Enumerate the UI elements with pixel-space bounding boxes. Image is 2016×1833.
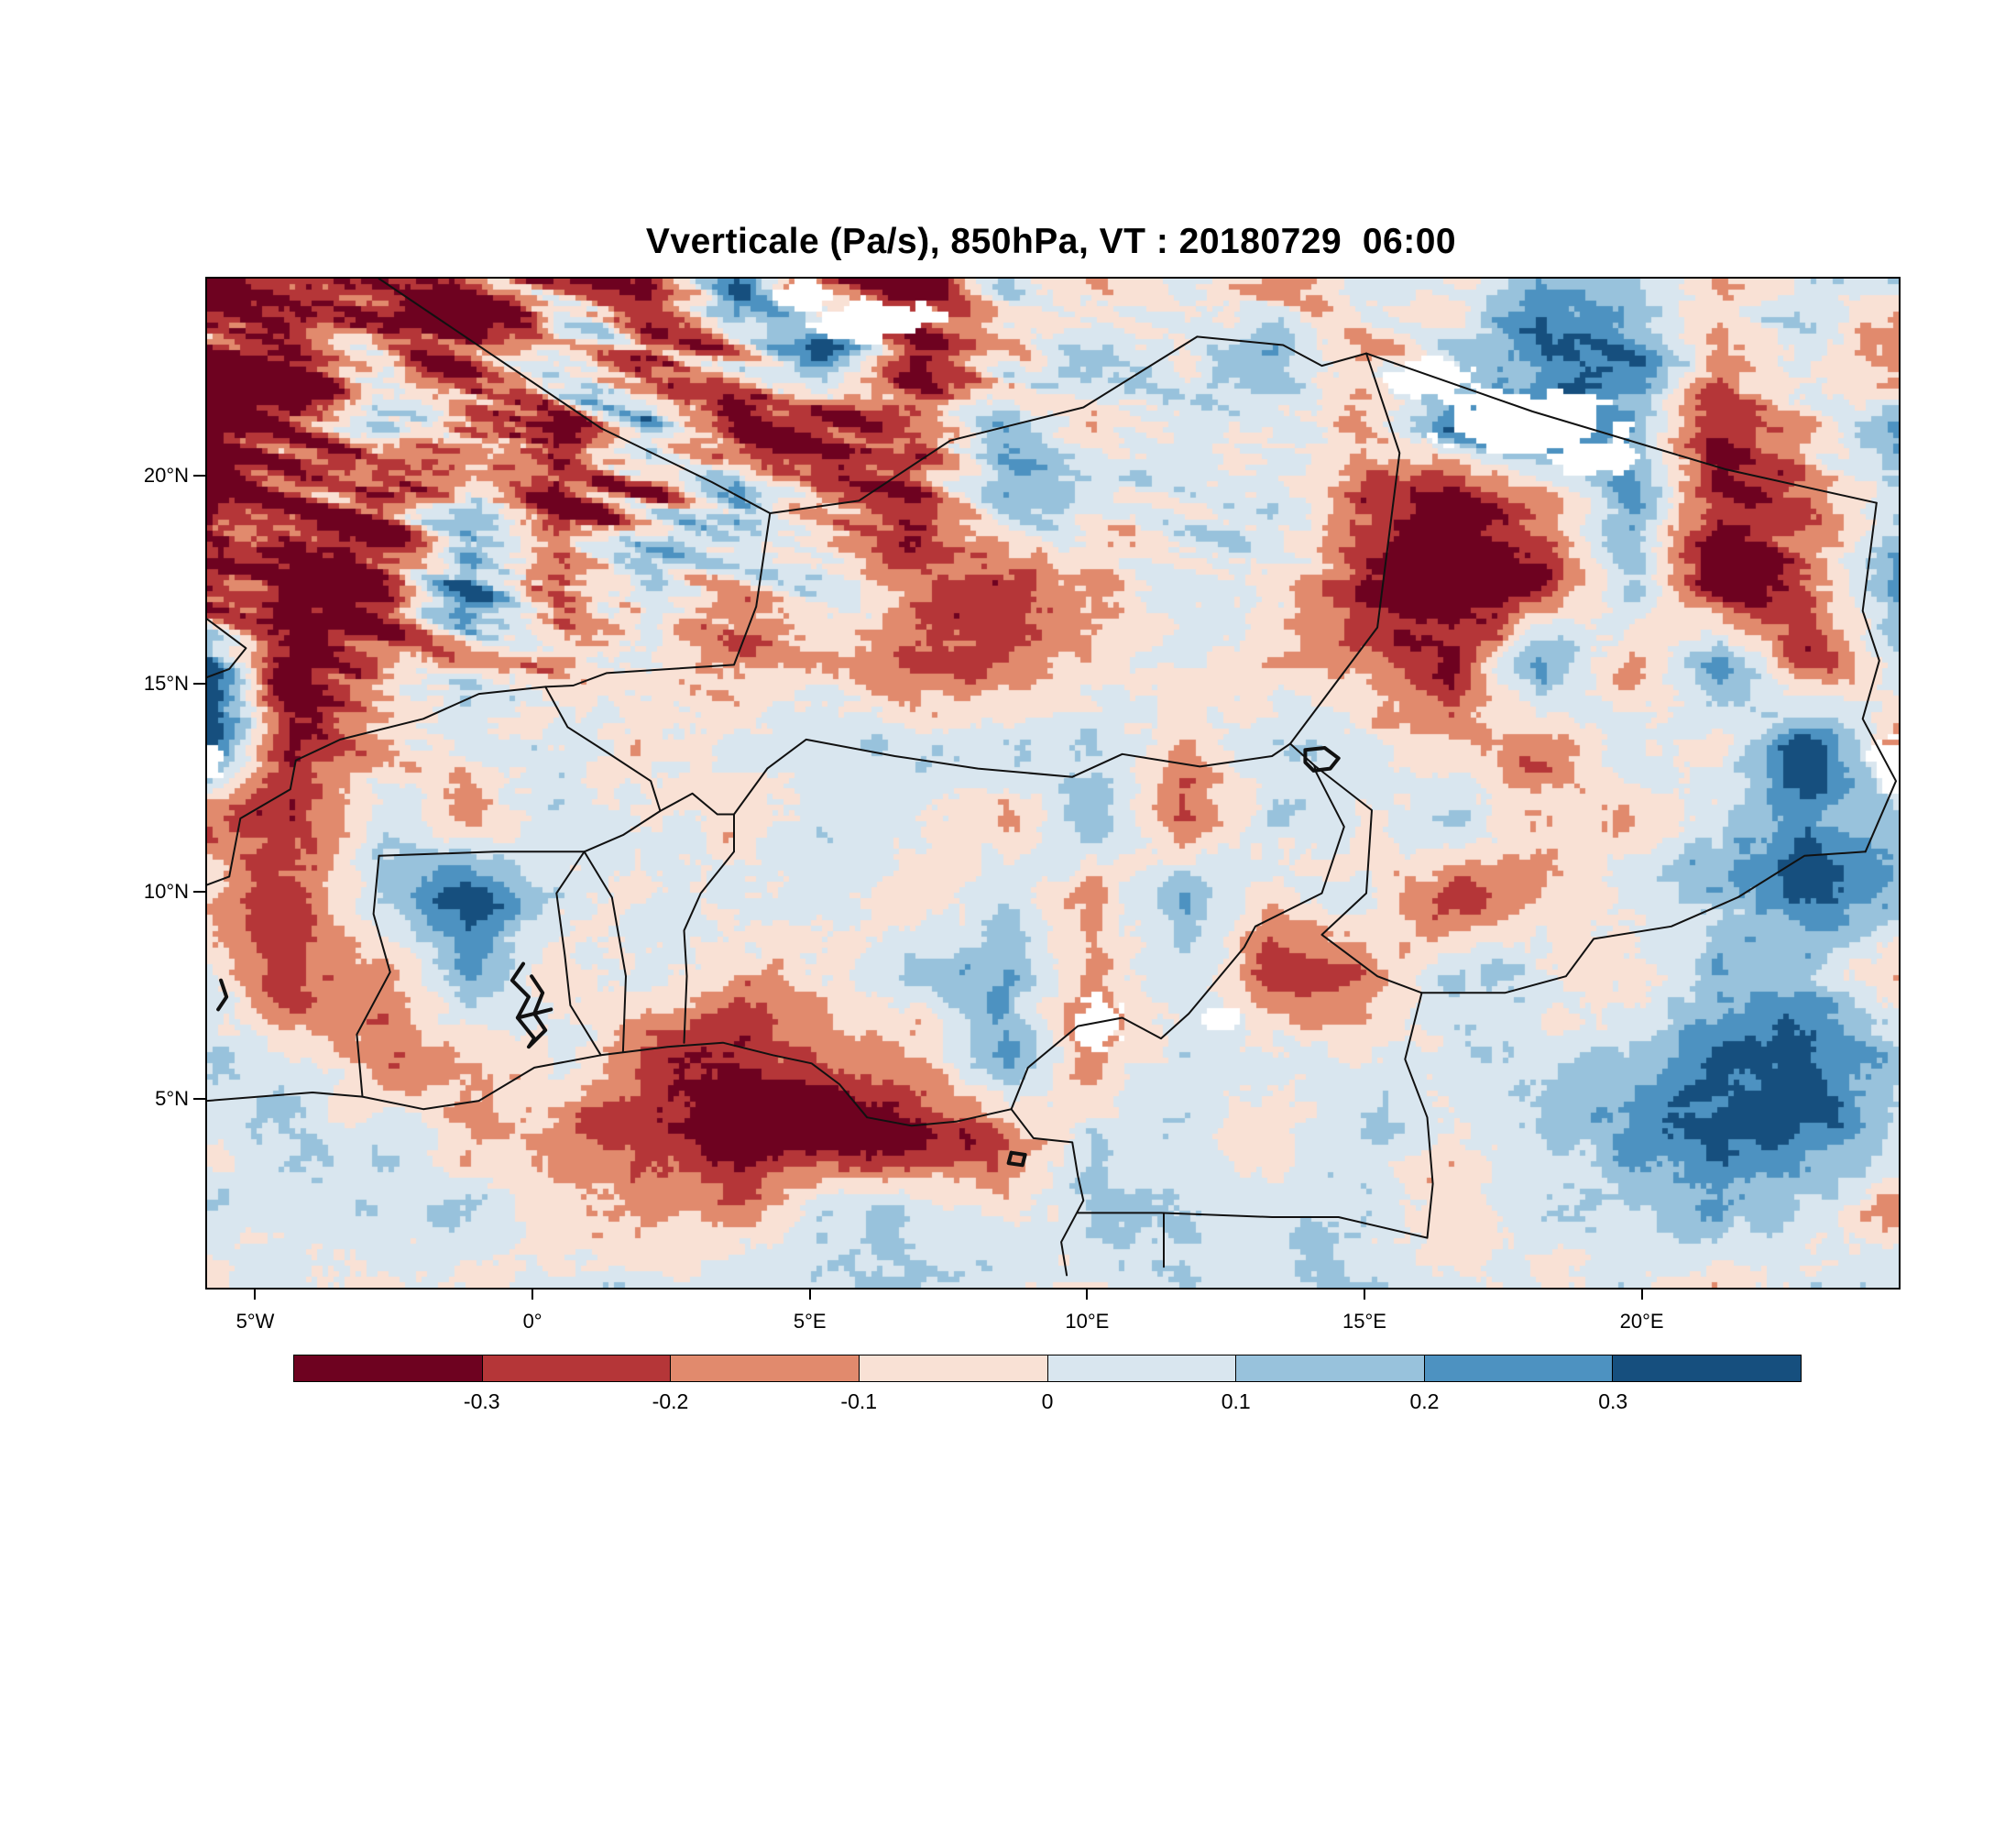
country-border-ghana-north (378, 851, 586, 857)
lat-tick-15°N (193, 683, 205, 686)
country-border-mali-niger (544, 512, 772, 688)
vertical-velocity-field-canvas (207, 279, 1899, 1288)
lon-tick-0° (531, 1288, 534, 1300)
map-plot-area (205, 277, 1901, 1290)
lon-tick-label: 15°E (1342, 1310, 1386, 1333)
colorbar-tick-label: -0.2 (652, 1389, 689, 1413)
country-border-cameroon-south (1077, 1212, 1429, 1239)
country-border-ghana-togo (555, 851, 602, 1057)
country-border-chad-cameroon (1313, 764, 1423, 994)
map-title: Vverticale (Pa/s), 850hPa, VT : 20180729… (645, 222, 1457, 261)
lon-tick-10°E (1086, 1288, 1089, 1300)
lake-lake-volta (509, 961, 548, 1049)
colorbar-swatch-3 (858, 1355, 1048, 1382)
lon-tick-15°E (1363, 1288, 1365, 1300)
lon-tick-5°E (808, 1288, 811, 1300)
colorbar (293, 1355, 1802, 1382)
colorbar-tick-label: -0.1 (840, 1389, 878, 1413)
colorbar-tick-label: 0.1 (1221, 1389, 1251, 1413)
country-border-niger-nigeria (733, 738, 1291, 816)
colorbar-swatch-7 (1612, 1355, 1802, 1382)
country-border-cameroon-car (1404, 992, 1434, 1239)
colorbar-tick-label: 0.3 (1598, 1389, 1628, 1413)
country-border-mali-algeria (378, 279, 772, 514)
country-borders-overlay (207, 279, 1897, 1277)
country-border-ghana-west (356, 854, 391, 1098)
lake-lake-volta-branch (515, 1007, 553, 1020)
lake-lake-chad-outline (1303, 746, 1341, 773)
colorbar-swatch-1 (481, 1355, 672, 1382)
country-border-mauritania-mali-west (207, 618, 247, 678)
lon-tick-label: 20°E (1619, 1310, 1664, 1333)
country-border-benin-niger (659, 792, 735, 816)
colorbar-swatch-5 (1235, 1355, 1425, 1382)
country-border-niger-libya (1196, 335, 1367, 368)
country-border-coastline-gulf-of-guinea (207, 1041, 1085, 1277)
lat-tick-label: 15°N (143, 672, 189, 696)
country-border-algeria-niger (769, 335, 1199, 514)
lon-tick-5°W (254, 1288, 257, 1300)
country-border-benin-nigeria (683, 813, 735, 1044)
lon-tick-label: 5°W (236, 1310, 275, 1333)
lat-tick-label: 10°N (143, 879, 189, 903)
lon-tick-label: 0° (522, 1310, 542, 1333)
country-border-burkina-niger (544, 686, 662, 812)
lat-tick-10°N (193, 890, 205, 893)
country-border-nigeria-cameroon (1010, 772, 1345, 1111)
colorbar-tick-label: -0.3 (463, 1389, 500, 1413)
lon-tick-label: 10°E (1065, 1310, 1110, 1333)
lon-tick-label: 5°E (793, 1310, 827, 1333)
country-border-burkina-benin (583, 809, 662, 853)
country-border-chad-sudan (1861, 501, 1897, 853)
country-border-togo-benin (583, 851, 627, 1052)
colorbar-swatch-2 (670, 1355, 860, 1382)
lat-tick-label: 5°N (155, 1087, 189, 1111)
colorbar-swatch-0 (293, 1355, 483, 1382)
country-border-chad-car (1420, 851, 1867, 994)
lat-tick-20°N (193, 475, 205, 477)
country-border-libya-chad (1365, 352, 1878, 504)
colorbar-tick-label: 0 (1041, 1389, 1054, 1413)
lat-tick-label: 20°N (143, 464, 189, 488)
lake-bioko-island (1006, 1150, 1027, 1168)
colorbar-tick-label: 0.2 (1409, 1389, 1440, 1413)
country-border-mali-burkina (207, 686, 547, 886)
lon-tick-20°E (1640, 1288, 1643, 1300)
lake-lake-kossou (216, 978, 229, 1012)
colorbar-swatch-6 (1423, 1355, 1614, 1382)
country-border-niger-chad (1289, 352, 1401, 745)
lat-tick-5°N (193, 1098, 205, 1101)
colorbar-swatch-4 (1046, 1355, 1237, 1382)
